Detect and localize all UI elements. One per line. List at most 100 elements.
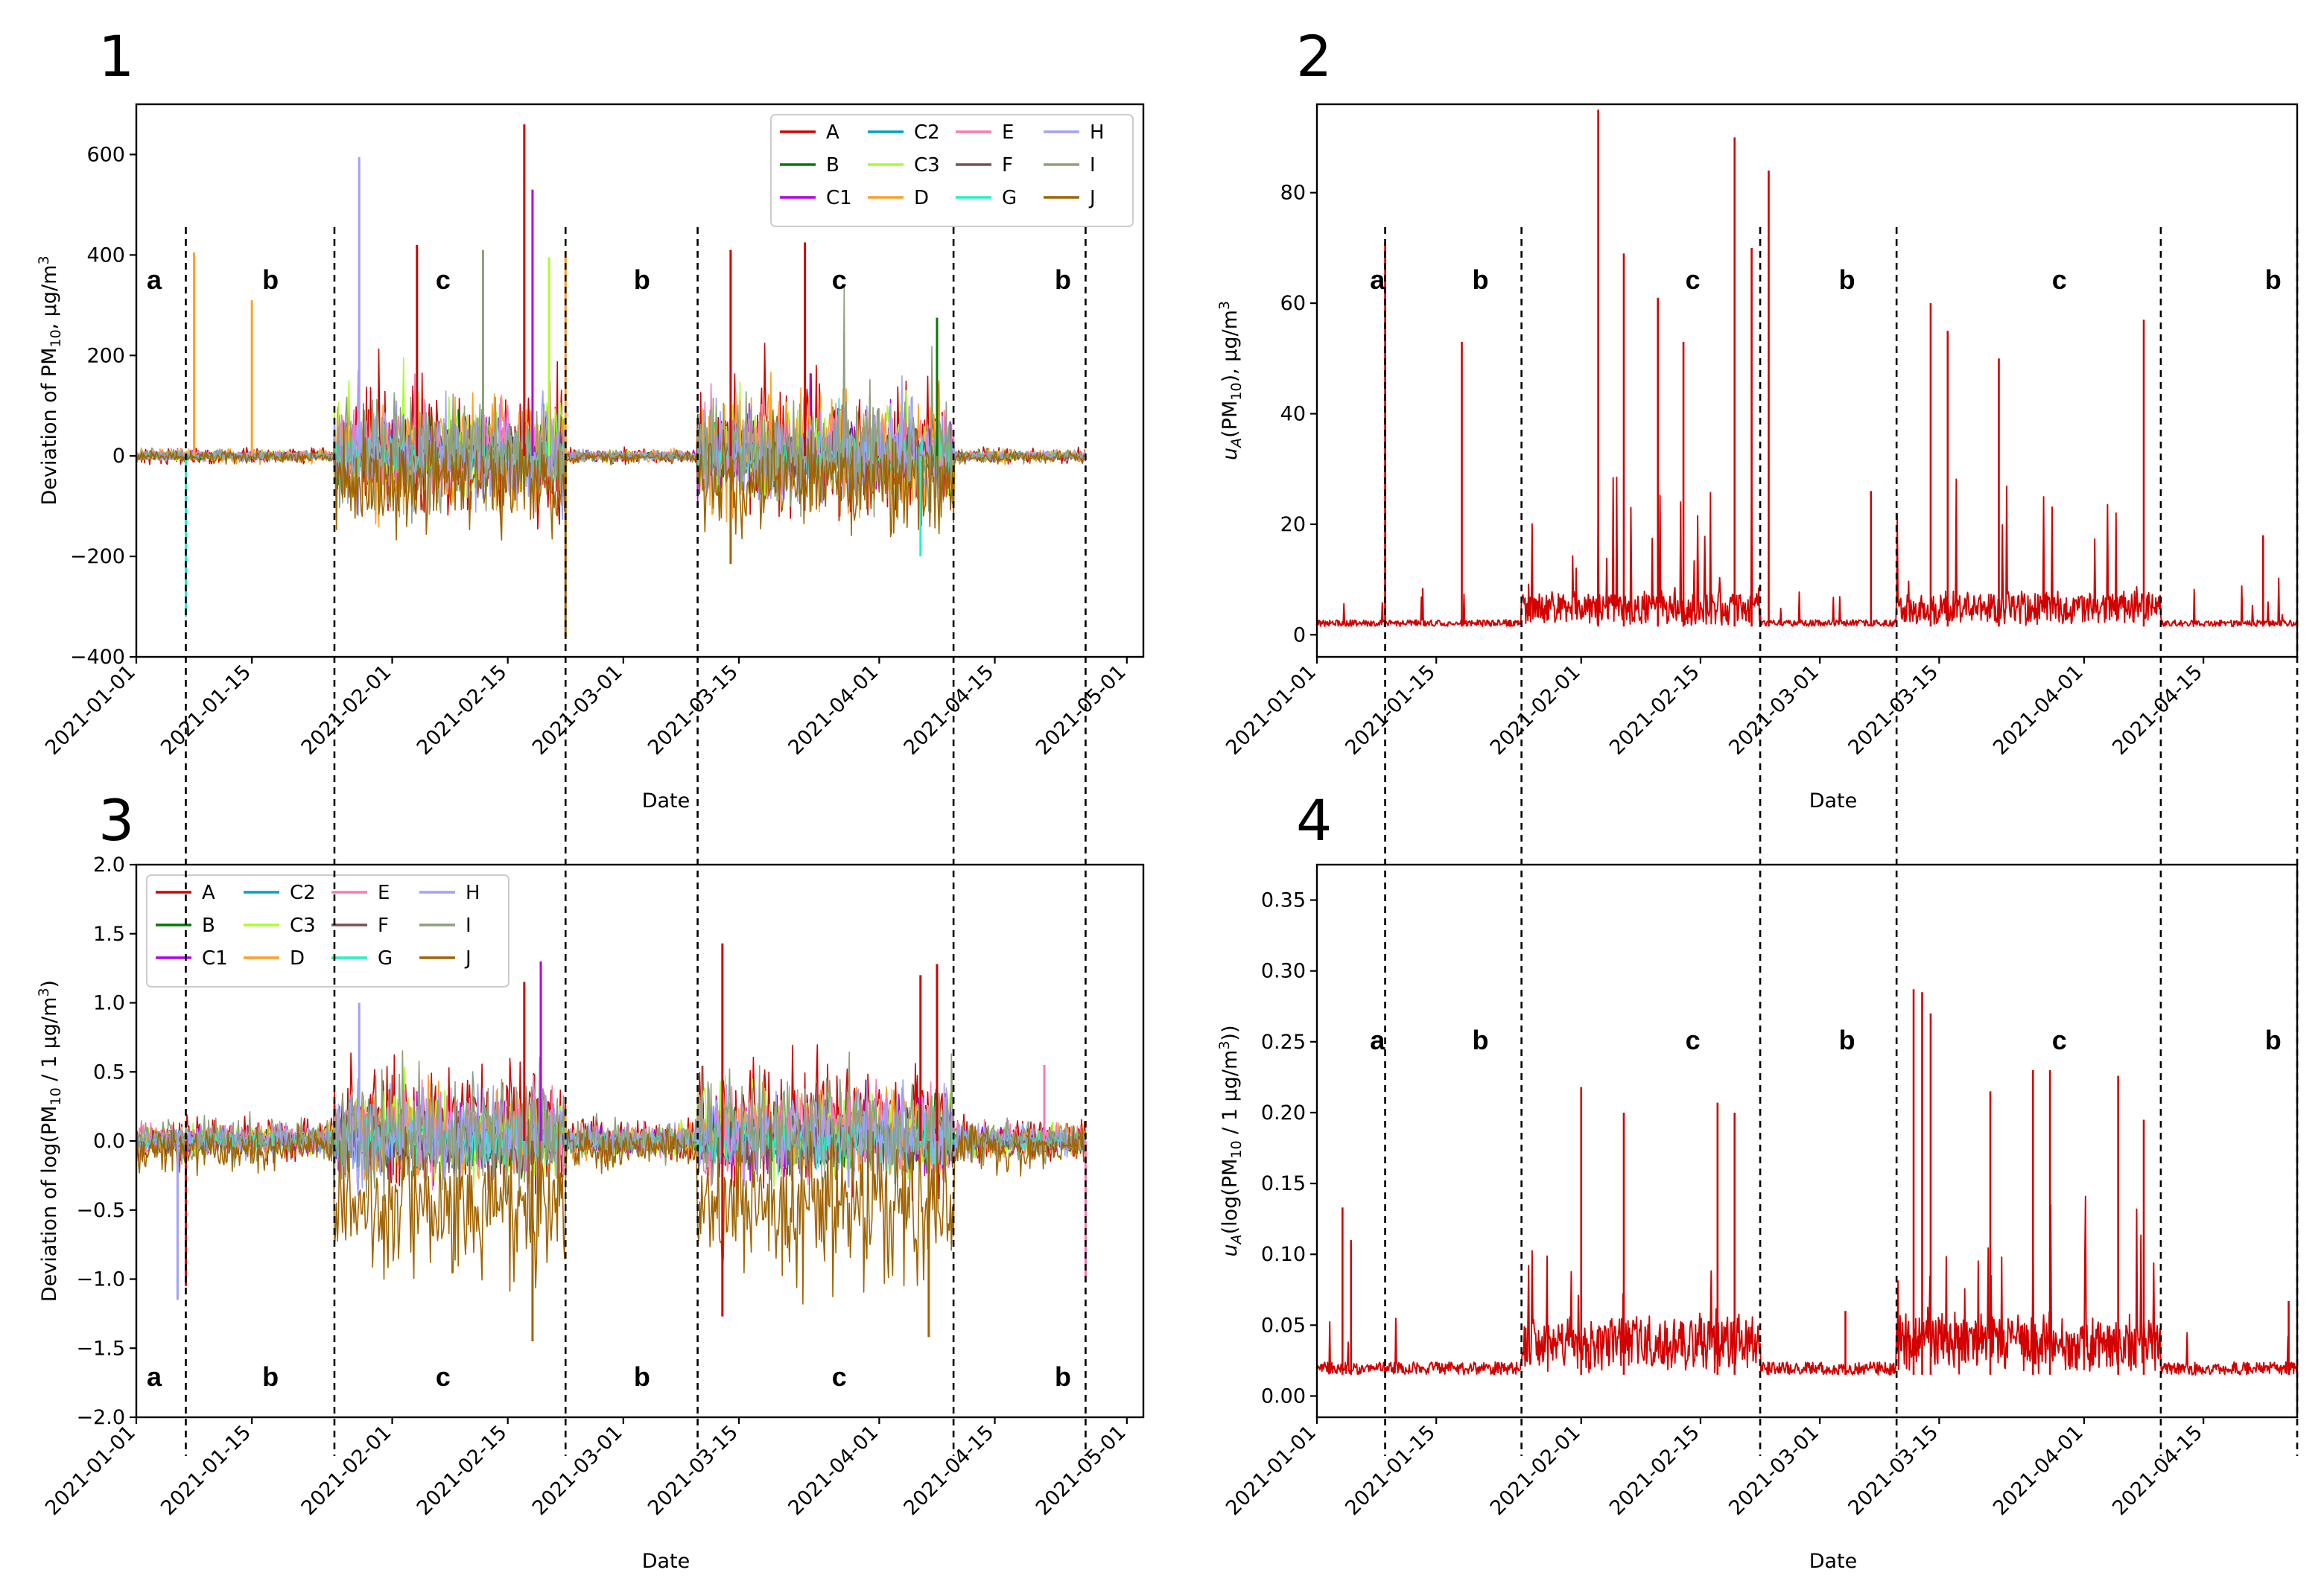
legend-label-E: E bbox=[378, 882, 390, 904]
x-tick-label: 2021-02-01 bbox=[1486, 661, 1585, 760]
series-line-J bbox=[136, 403, 1086, 541]
x-tick-label: 2021-03-15 bbox=[644, 661, 743, 760]
y-axis-label-part: 3 bbox=[1216, 301, 1233, 310]
series-line-J bbox=[136, 1111, 1087, 1305]
legend-label-C1: C1 bbox=[202, 947, 228, 970]
x-axis-label: Date bbox=[642, 789, 690, 813]
x-tick-label: 2021-04-01 bbox=[784, 1421, 883, 1520]
legend: AB C1 C2 C3 D EFG HIJ bbox=[146, 874, 509, 988]
panel-4-uncertainty-log-pm10: 0.00 0.05 0.10 0.15 0.20 0.25 0.30 0.35 2021-01-… bbox=[1216, 863, 2299, 1573]
x-tick-label: 2021-04-01 bbox=[1989, 661, 2088, 760]
y-tick-label: 80 bbox=[1280, 182, 1306, 205]
y-axis-label-part: ), µg/m bbox=[1219, 310, 1242, 382]
series-group bbox=[1317, 109, 2297, 628]
legend-label-B: B bbox=[826, 154, 839, 177]
y-tick-label: 0 bbox=[112, 445, 125, 468]
legend-label-C2: C2 bbox=[290, 882, 316, 904]
y-axis-label-part: 3 bbox=[36, 255, 52, 264]
panel-number-2: 2 bbox=[1296, 23, 1332, 89]
x-tick-label: 2021-03-15 bbox=[1844, 661, 1943, 760]
legend-box bbox=[770, 114, 1134, 227]
y-axis-label: uA(PM10), µg/m3 bbox=[1216, 301, 1245, 460]
legend-label-I: I bbox=[1090, 154, 1096, 177]
legend-label-J: J bbox=[464, 947, 472, 970]
region-label-b: b bbox=[1055, 264, 1071, 295]
y-tick-label: −2.0 bbox=[76, 1406, 125, 1429]
x-tick-label: 2021-01-15 bbox=[1341, 1421, 1440, 1520]
region-label-b: b bbox=[2265, 1025, 2282, 1055]
x-tick-label: 2021-03-01 bbox=[528, 661, 627, 760]
y-axis-label-part: u bbox=[1219, 448, 1242, 460]
legend-label-G: G bbox=[378, 947, 393, 970]
y-tick-label: −200 bbox=[70, 545, 125, 568]
y-axis-label-part: / 1 µg/m bbox=[1219, 1050, 1242, 1141]
plot-frame bbox=[135, 103, 1145, 658]
y-axis-label-part: )) bbox=[1219, 1025, 1242, 1040]
y-axis-label-part: (PM bbox=[1219, 401, 1242, 438]
x-tick-label: 2021-04-15 bbox=[900, 661, 999, 760]
y-axis-label-part: 10 bbox=[48, 329, 64, 347]
y-tick-label: 0.10 bbox=[1261, 1243, 1306, 1266]
y-tick-label: −1.5 bbox=[76, 1337, 125, 1360]
x-axis-label: Date bbox=[1809, 789, 1858, 813]
y-tick-label: 0.0 bbox=[93, 1130, 125, 1153]
panel-3-deviation-log-pm10: −2.0 −1.5 −1.0 −0.5 0.0 0.5 1.0 1.5 2.0 2021-01-0… bbox=[36, 853, 1145, 1573]
x-tick-label: 2021-03-01 bbox=[1724, 1421, 1823, 1520]
region-label-b: b bbox=[262, 264, 279, 295]
x-tick-label: 2021-02-15 bbox=[1605, 661, 1704, 760]
y-axis-label-part: 10 bbox=[1228, 1140, 1245, 1158]
series-group bbox=[136, 943, 1087, 1341]
y-axis-label-part: u bbox=[1219, 1244, 1242, 1256]
y-tick-label: 0.30 bbox=[1261, 960, 1306, 983]
x-tick-label: 2021-01-15 bbox=[1341, 661, 1440, 760]
x-axis-label: Date bbox=[1809, 1550, 1858, 1573]
region-label-c: c bbox=[436, 1361, 451, 1392]
x-tick-label: 2021-01-01 bbox=[1222, 1421, 1321, 1520]
y-axis-label-part: ) bbox=[38, 980, 61, 988]
region-label-b: b bbox=[262, 1361, 279, 1392]
y-tick-label: 20 bbox=[1280, 513, 1306, 536]
x-tick-label: 2021-01-01 bbox=[1222, 661, 1321, 760]
region-label-a: a bbox=[1370, 264, 1385, 295]
x-tick-label: 2021-01-01 bbox=[41, 661, 140, 760]
region-label-c: c bbox=[2052, 264, 2067, 295]
legend-label-D: D bbox=[914, 187, 929, 209]
y-tick-label: −1.0 bbox=[76, 1268, 125, 1291]
legend-label-E: E bbox=[1002, 121, 1014, 144]
x-tick-label: 2021-01-15 bbox=[156, 661, 255, 760]
x-tick-label: 2021-04-15 bbox=[2108, 1421, 2207, 1520]
region-label-b: b bbox=[1473, 264, 1489, 295]
x-tick-label: 2021-03-01 bbox=[1724, 661, 1823, 760]
legend-label-C3: C3 bbox=[290, 915, 316, 937]
y-tick-label: 0.35 bbox=[1261, 889, 1306, 912]
y-tick-label: 0.20 bbox=[1261, 1101, 1306, 1125]
y-axis-label-part: Deviation of PM bbox=[38, 348, 61, 506]
legend-label-H: H bbox=[1090, 121, 1105, 144]
y-tick-label: 600 bbox=[86, 143, 125, 166]
series-group bbox=[1317, 989, 2297, 1376]
legend-label-C2: C2 bbox=[914, 121, 940, 144]
y-tick-label: 60 bbox=[1280, 292, 1306, 315]
y-tick-label: −400 bbox=[70, 646, 125, 669]
y-axis-label-part: 10 bbox=[48, 1087, 64, 1105]
legend-label-C3: C3 bbox=[914, 154, 940, 177]
legend-label-C1: C1 bbox=[826, 187, 852, 209]
y-tick-label: 400 bbox=[86, 244, 125, 267]
legend-label-D: D bbox=[290, 947, 305, 970]
y-axis-label-part: 3 bbox=[36, 988, 52, 996]
y-axis-label-part: (log(PM bbox=[1219, 1159, 1242, 1235]
legend-box bbox=[146, 874, 509, 988]
legend-label-F: F bbox=[1002, 154, 1013, 177]
x-tick-label: 2021-04-15 bbox=[900, 1421, 999, 1520]
region-label-b: b bbox=[634, 1361, 650, 1392]
x-tick-label: 2021-04-01 bbox=[784, 661, 883, 760]
legend-label-I: I bbox=[466, 915, 472, 937]
region-label-b: b bbox=[634, 264, 650, 295]
legend-label-A: A bbox=[826, 121, 839, 144]
y-tick-label: 200 bbox=[86, 344, 125, 367]
x-tick-label: 2021-02-01 bbox=[297, 661, 396, 760]
x-tick-label: 2021-03-01 bbox=[528, 1421, 627, 1520]
y-axis-label-part: 10 bbox=[1228, 383, 1245, 401]
